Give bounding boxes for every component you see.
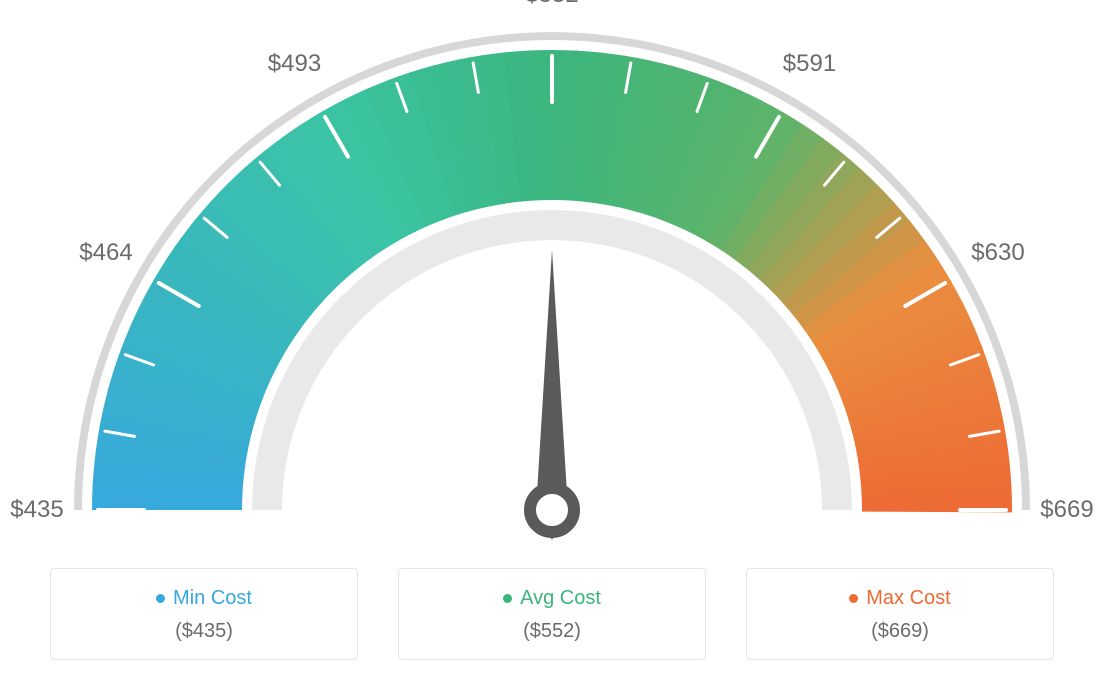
legend-max-value: ($669) [757, 620, 1043, 643]
legend-avg-box: Avg Cost ($552) [398, 568, 706, 660]
legend-min-title: Min Cost [61, 587, 347, 610]
legend-min-box: Min Cost ($435) [50, 568, 358, 660]
legend-max-box: Max Cost ($669) [746, 568, 1054, 660]
legend-min-label: Min Cost [173, 587, 252, 609]
legend-avg-value: ($552) [409, 620, 695, 643]
gauge-tick-label: $630 [971, 239, 1024, 267]
gauge-chart: $435 $464 $493 $552 $591 $630 $669 [0, 0, 1104, 560]
legend-min-value: ($435) [61, 620, 347, 643]
gauge-tick-label: $464 [79, 239, 132, 267]
legend-avg-label: Avg Cost [520, 587, 601, 609]
gauge-svg [0, 0, 1104, 560]
legend-max-label: Max Cost [866, 587, 950, 609]
gauge-tick-label: $552 [525, 0, 578, 9]
legend-avg-title: Avg Cost [409, 587, 695, 610]
gauge-tick-label: $435 [10, 496, 63, 524]
legend-row: Min Cost ($435) Avg Cost ($552) Max Cost… [50, 568, 1054, 660]
gauge-tick-label: $591 [783, 50, 836, 78]
gauge-tick-label: $669 [1040, 496, 1093, 524]
gauge-tick-label: $493 [268, 50, 321, 78]
legend-max-title: Max Cost [757, 587, 1043, 610]
